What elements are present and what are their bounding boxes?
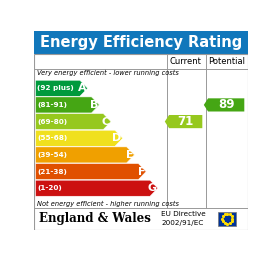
FancyBboxPatch shape — [218, 212, 236, 226]
Text: (55-68): (55-68) — [37, 135, 67, 141]
Text: Potential: Potential — [208, 57, 245, 66]
Text: Very energy efficient - lower running costs: Very energy efficient - lower running co… — [37, 70, 178, 76]
Polygon shape — [35, 164, 146, 180]
Text: 2002/91/EC: 2002/91/EC — [161, 220, 204, 226]
Polygon shape — [35, 180, 158, 196]
Polygon shape — [165, 115, 202, 128]
Text: F: F — [138, 167, 145, 176]
Text: C: C — [102, 117, 110, 127]
Text: G: G — [148, 183, 157, 193]
Text: 71: 71 — [178, 115, 194, 128]
Text: E: E — [126, 150, 133, 160]
Polygon shape — [35, 97, 99, 113]
Polygon shape — [35, 130, 123, 146]
Text: (39-54): (39-54) — [37, 152, 67, 158]
Polygon shape — [35, 114, 111, 130]
Text: Energy Efficiency Rating: Energy Efficiency Rating — [40, 35, 242, 50]
Text: (69-80): (69-80) — [37, 119, 67, 125]
Polygon shape — [204, 98, 244, 111]
Text: (81-91): (81-91) — [37, 102, 67, 108]
FancyBboxPatch shape — [34, 31, 248, 54]
Text: Current: Current — [170, 57, 202, 66]
Polygon shape — [35, 147, 134, 163]
Text: A: A — [78, 83, 87, 93]
Text: (21-38): (21-38) — [37, 168, 67, 175]
Text: EU Directive: EU Directive — [161, 211, 206, 217]
Text: (92 plus): (92 plus) — [37, 85, 74, 91]
Text: (1-20): (1-20) — [37, 185, 62, 191]
Bar — [34, 54, 248, 230]
Text: D: D — [112, 133, 122, 143]
Text: B: B — [90, 100, 98, 110]
Text: Not energy efficient - higher running costs: Not energy efficient - higher running co… — [37, 201, 178, 207]
Polygon shape — [35, 80, 88, 96]
Text: 89: 89 — [218, 98, 234, 111]
Text: England & Wales: England & Wales — [39, 212, 150, 225]
